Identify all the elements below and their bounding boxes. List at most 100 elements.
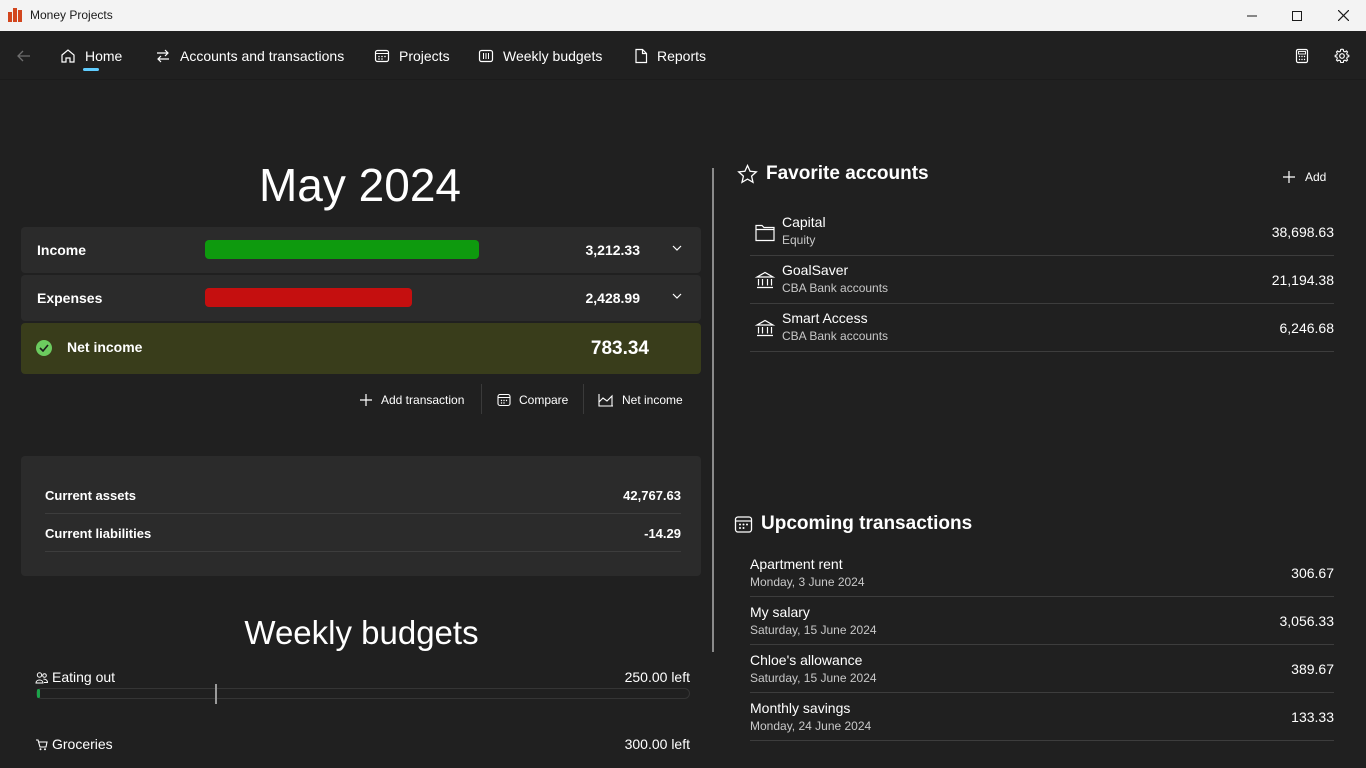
nav-weekly-budgets-label: Weekly budgets [503, 48, 603, 64]
transfer-icon [157, 49, 169, 63]
net-income-command-label: Net income [622, 393, 683, 407]
bank-icon [754, 319, 776, 337]
favorite-accounts-header: Favorite accounts [737, 163, 929, 185]
calendar-grid-icon [734, 515, 753, 533]
calculator-button[interactable] [1291, 45, 1313, 67]
calculator-icon [1295, 48, 1309, 64]
upcoming-transaction-row[interactable]: Monthly savings Monday, 24 June 2024 133… [750, 693, 1334, 741]
current-assets-row[interactable]: Current assets 42,767.63 [45, 474, 681, 514]
expenses-bar [205, 288, 412, 307]
upcoming-transaction-row[interactable]: Chloe's allowance Saturday, 15 June 2024… [750, 645, 1334, 693]
account-type: CBA Bank accounts [782, 281, 889, 295]
income-bar [205, 240, 479, 259]
minimize-button[interactable] [1229, 0, 1275, 31]
nav-home-label: Home [85, 48, 123, 64]
area-chart-icon [598, 394, 613, 407]
document-icon [635, 48, 648, 64]
nav-accounts-label: Accounts and transactions [180, 48, 345, 64]
transaction-date: Saturday, 15 June 2024 [750, 671, 877, 685]
budget-name: Groceries [35, 736, 113, 752]
budget-today-marker [215, 684, 217, 704]
back-arrow-icon [17, 50, 30, 62]
navigation-bar: Home Accounts and transactions Projects … [0, 31, 1366, 80]
budget-name: Eating out [35, 669, 115, 685]
compare-button[interactable]: Compare [497, 384, 568, 416]
income-row[interactable]: Income 3,212.33 [21, 227, 701, 273]
nav-home[interactable]: Home [60, 39, 122, 73]
nav-reports-label: Reports [657, 48, 707, 64]
budget-remaining: 250.00 left [624, 669, 690, 685]
budget-name-label: Eating out [52, 669, 116, 685]
home-icon [61, 49, 75, 63]
net-income-label: Net income [67, 339, 143, 355]
budget-progress-track [36, 684, 690, 704]
command-separator [583, 384, 584, 414]
current-liabilities-row[interactable]: Current liabilities -14.29 [45, 512, 681, 552]
nav-accounts-and-transactions[interactable]: Accounts and transactions [155, 39, 344, 73]
account-name: Capital [782, 214, 826, 230]
account-row-smart-access[interactable]: Smart Access CBA Bank accounts 6,246.68 [750, 304, 1334, 352]
upcoming-transaction-row[interactable]: Apartment rent Monday, 3 June 2024 306.6… [750, 549, 1334, 597]
upcoming-transactions-title: Upcoming transactions [761, 513, 973, 534]
transaction-date: Saturday, 15 June 2024 [750, 623, 877, 637]
account-row-capital[interactable]: Capital Equity 38,698.63 [750, 208, 1334, 256]
transaction-amount: 3,056.33 [1279, 613, 1335, 629]
weekly-budgets-title: Weekly budgets [244, 614, 479, 651]
budget-remaining: 300.00 left [624, 736, 690, 752]
minimize-icon [1247, 15, 1257, 16]
title-bar: Money Projects [0, 0, 1366, 31]
calendar-grid-icon [374, 49, 390, 63]
add-transaction-button[interactable]: Add transaction [359, 384, 464, 416]
account-name: GoalSaver [782, 262, 849, 278]
income-value: 3,212.33 [585, 242, 641, 258]
settings-button[interactable] [1331, 45, 1353, 67]
maximize-button[interactable] [1274, 0, 1320, 31]
nav-weekly-budgets[interactable]: Weekly budgets [478, 39, 602, 73]
chevron-down-icon[interactable] [671, 242, 683, 254]
columns-icon [478, 49, 494, 63]
month-title: May 2024 [258, 159, 461, 211]
expenses-label: Expenses [37, 290, 103, 306]
upcoming-transaction-row[interactable]: My salary Saturday, 15 June 2024 3,056.3… [750, 597, 1334, 645]
nav-selected-indicator [83, 68, 99, 71]
asset-value: 42,767.63 [623, 488, 681, 503]
maximize-icon [1292, 10, 1302, 21]
folder-icon [755, 224, 775, 242]
asset-value: -14.29 [644, 526, 681, 541]
close-icon [1337, 10, 1349, 21]
expenses-row[interactable]: Expenses 2,428.99 [21, 275, 701, 321]
transaction-amount: 306.67 [1291, 565, 1334, 581]
calendar-grid-icon [497, 393, 511, 407]
transaction-amount: 389.67 [1291, 661, 1334, 677]
back-button[interactable] [12, 45, 36, 67]
nav-projects[interactable]: Projects [374, 39, 450, 73]
window-title: Money Projects [30, 8, 113, 22]
add-favorite-button[interactable]: Add [1282, 166, 1326, 188]
command-separator [481, 384, 482, 414]
transaction-date: Monday, 3 June 2024 [750, 575, 865, 589]
transaction-amount: 133.33 [1291, 709, 1334, 725]
favorite-accounts-title: Favorite accounts [766, 163, 929, 184]
asset-label: Current assets [45, 488, 137, 503]
transaction-name: Monthly savings [750, 700, 851, 716]
net-income-row: Net income 783.34 [21, 323, 701, 374]
plus-icon [360, 394, 372, 406]
nav-reports[interactable]: Reports [634, 39, 706, 73]
account-type: Equity [782, 233, 816, 247]
close-button[interactable] [1320, 0, 1366, 31]
checkmark-icon [36, 340, 52, 356]
assets-card: Current assets 42,767.63 Current liabili… [21, 456, 701, 576]
asset-label: Current liabilities [45, 526, 152, 541]
compare-label: Compare [519, 393, 569, 407]
account-row-goalsaver[interactable]: GoalSaver CBA Bank accounts 21,194.38 [750, 256, 1334, 304]
income-label: Income [37, 242, 87, 258]
budget-progress-fill [37, 689, 40, 698]
net-income-value: 783.34 [590, 338, 649, 359]
account-balance: 38,698.63 [1271, 224, 1334, 240]
add-favorite-label: Add [1305, 170, 1327, 184]
account-type: CBA Bank accounts [782, 329, 889, 343]
chevron-down-icon[interactable] [671, 290, 683, 302]
transaction-name: Apartment rent [750, 556, 843, 572]
nav-projects-label: Projects [399, 48, 450, 64]
net-income-chart-button[interactable]: Net income [598, 384, 683, 416]
